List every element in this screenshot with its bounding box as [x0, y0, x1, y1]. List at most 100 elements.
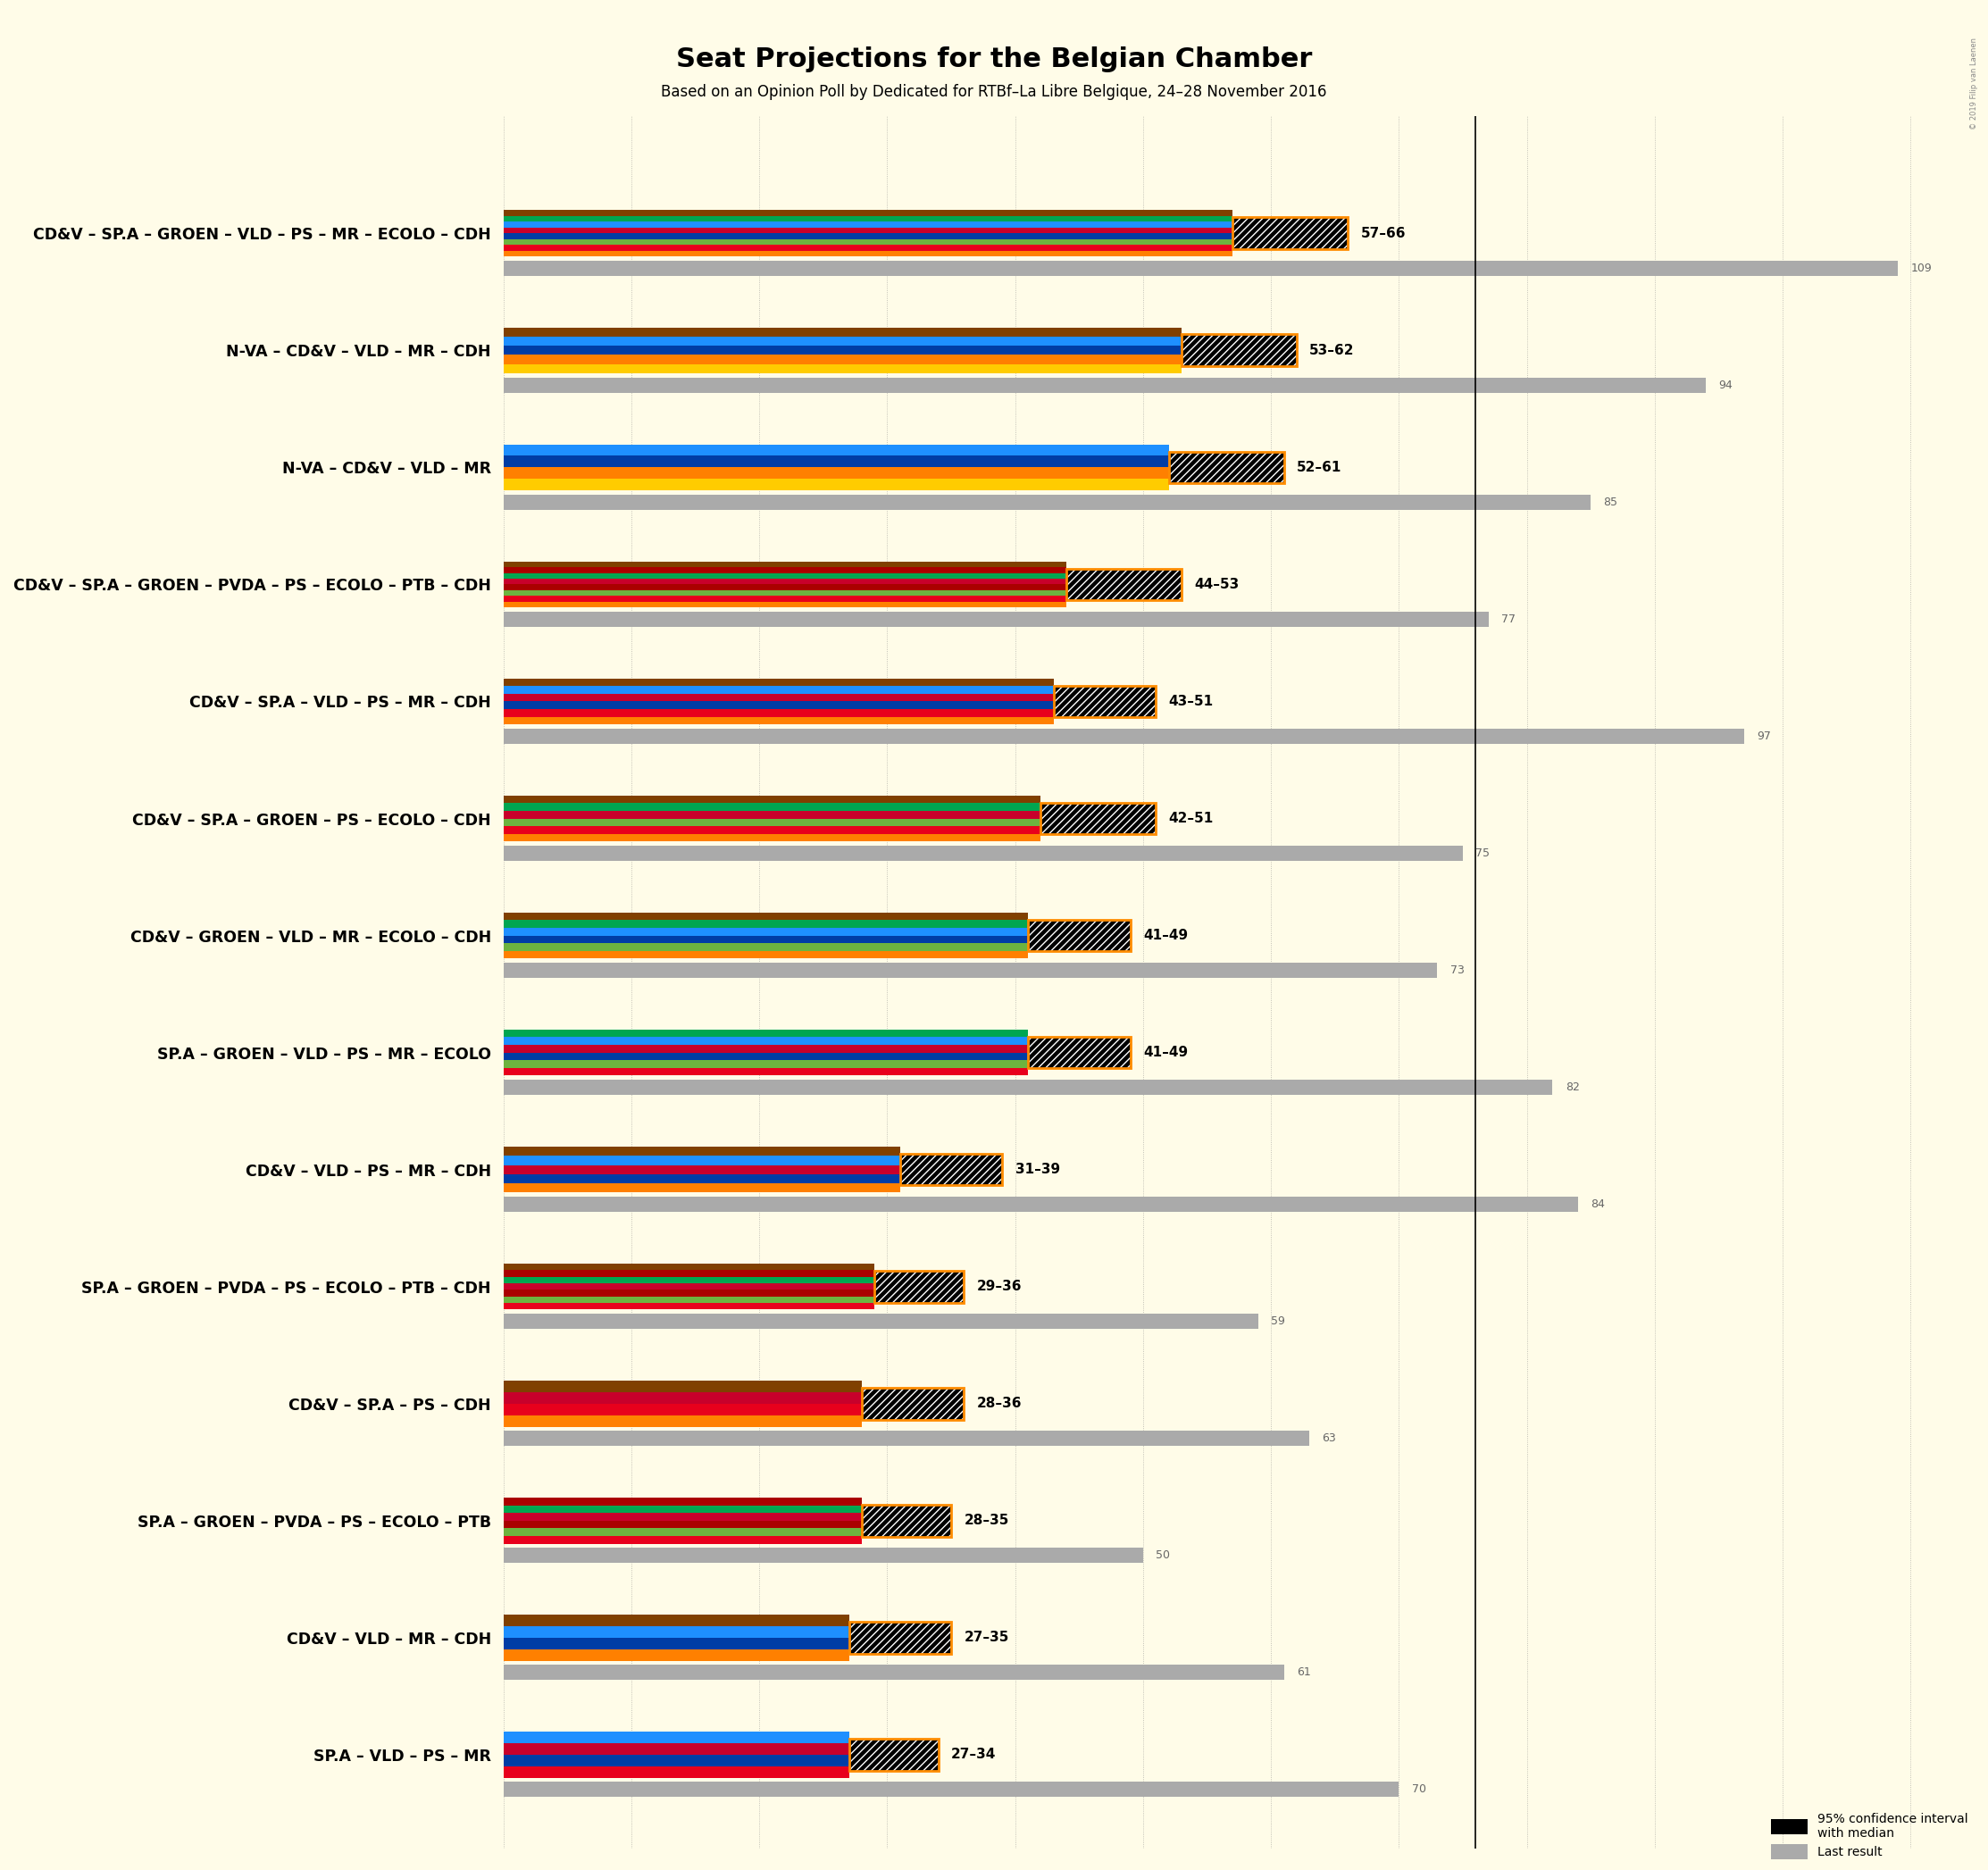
- Bar: [503, 209, 1233, 217]
- Text: 27–35: 27–35: [964, 1631, 1010, 1644]
- Bar: [503, 1649, 849, 1661]
- Bar: [849, 1739, 938, 1771]
- Text: 28–35: 28–35: [964, 1515, 1010, 1528]
- Bar: [503, 223, 1233, 228]
- Bar: [1054, 686, 1155, 718]
- Bar: [1233, 217, 1348, 249]
- Bar: [1028, 920, 1131, 952]
- Bar: [1181, 335, 1296, 367]
- Bar: [503, 1416, 861, 1427]
- Bar: [503, 709, 1054, 716]
- Bar: [849, 1621, 950, 1653]
- Text: 50: 50: [1155, 1550, 1171, 1561]
- Bar: [1028, 1036, 1131, 1068]
- Bar: [849, 1739, 938, 1771]
- Bar: [1042, 802, 1155, 834]
- Bar: [503, 1616, 849, 1627]
- Bar: [503, 585, 1066, 591]
- Text: 63: 63: [1322, 1432, 1336, 1444]
- Bar: [503, 1404, 861, 1416]
- Bar: [503, 1754, 849, 1767]
- Text: 94: 94: [1720, 380, 1734, 391]
- Bar: [503, 942, 1028, 950]
- Bar: [1054, 686, 1155, 718]
- Bar: [503, 795, 1042, 802]
- Bar: [503, 494, 1590, 511]
- Bar: [1054, 686, 1155, 718]
- Bar: [1066, 568, 1181, 600]
- Text: 28–36: 28–36: [976, 1397, 1022, 1410]
- Text: 61: 61: [1296, 1666, 1310, 1677]
- Bar: [503, 1174, 901, 1184]
- Bar: [1066, 568, 1181, 600]
- Bar: [503, 1277, 875, 1283]
- Bar: [503, 260, 1899, 275]
- Bar: [503, 1264, 875, 1270]
- Bar: [503, 468, 1169, 479]
- Bar: [503, 1664, 1284, 1679]
- Bar: [1169, 451, 1284, 482]
- Bar: [503, 920, 1028, 928]
- Text: 77: 77: [1501, 613, 1515, 625]
- Bar: [503, 1505, 861, 1513]
- Bar: [503, 1528, 861, 1535]
- Text: 59: 59: [1270, 1315, 1284, 1328]
- Bar: [503, 1638, 849, 1649]
- Bar: [503, 217, 1233, 223]
- Bar: [503, 597, 1066, 602]
- Bar: [1181, 335, 1296, 367]
- Bar: [1066, 568, 1181, 600]
- Bar: [503, 1782, 1400, 1797]
- Text: 27–34: 27–34: [950, 1748, 996, 1762]
- Bar: [503, 245, 1233, 251]
- Bar: [503, 602, 1066, 608]
- Bar: [1233, 217, 1348, 249]
- Bar: [503, 1290, 875, 1296]
- Bar: [503, 716, 1054, 724]
- Bar: [503, 1513, 861, 1520]
- Legend: 95% confidence interval
with median, Last result: 95% confidence interval with median, Las…: [1771, 1812, 1968, 1859]
- Text: 70: 70: [1411, 1784, 1425, 1795]
- Bar: [503, 567, 1066, 572]
- Bar: [503, 365, 1181, 374]
- Bar: [861, 1505, 950, 1537]
- Bar: [503, 1498, 861, 1505]
- Bar: [1042, 802, 1155, 834]
- Text: 82: 82: [1565, 1081, 1578, 1094]
- Bar: [503, 729, 1743, 744]
- Text: 109: 109: [1910, 262, 1932, 273]
- Bar: [503, 239, 1233, 245]
- Text: 85: 85: [1604, 496, 1618, 509]
- Bar: [503, 337, 1181, 346]
- Bar: [503, 1732, 849, 1743]
- Bar: [503, 445, 1169, 456]
- Text: 57–66: 57–66: [1360, 226, 1406, 239]
- Bar: [503, 928, 1028, 935]
- Text: 73: 73: [1449, 965, 1465, 976]
- Bar: [503, 1156, 901, 1165]
- Bar: [503, 1303, 875, 1309]
- Bar: [1233, 217, 1348, 249]
- Bar: [503, 701, 1054, 709]
- Text: 75: 75: [1475, 847, 1489, 858]
- Bar: [503, 845, 1463, 860]
- Bar: [503, 234, 1233, 239]
- Bar: [503, 346, 1181, 355]
- Bar: [849, 1739, 938, 1771]
- Bar: [861, 1388, 964, 1419]
- Bar: [503, 1146, 901, 1156]
- Bar: [503, 1038, 1028, 1045]
- Bar: [503, 963, 1437, 978]
- Bar: [503, 1743, 849, 1754]
- Bar: [1169, 451, 1284, 482]
- Bar: [503, 578, 1066, 585]
- Bar: [503, 1627, 849, 1638]
- Bar: [503, 327, 1181, 337]
- Text: 84: 84: [1590, 1199, 1604, 1210]
- Bar: [503, 1391, 861, 1404]
- Bar: [503, 561, 1066, 567]
- Bar: [503, 1431, 1310, 1446]
- Text: 29–36: 29–36: [976, 1279, 1022, 1294]
- Bar: [503, 1030, 1028, 1038]
- Bar: [1042, 802, 1155, 834]
